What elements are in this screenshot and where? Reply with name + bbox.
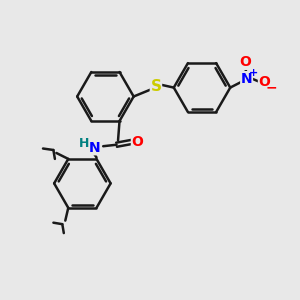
- Text: N: N: [241, 72, 252, 86]
- Text: O: O: [131, 135, 143, 149]
- Text: O: O: [239, 55, 251, 69]
- Text: −: −: [265, 81, 277, 94]
- Text: O: O: [259, 75, 270, 88]
- Text: S: S: [150, 79, 161, 94]
- Text: +: +: [248, 68, 258, 78]
- Text: H: H: [79, 137, 89, 150]
- Text: N: N: [88, 141, 100, 155]
